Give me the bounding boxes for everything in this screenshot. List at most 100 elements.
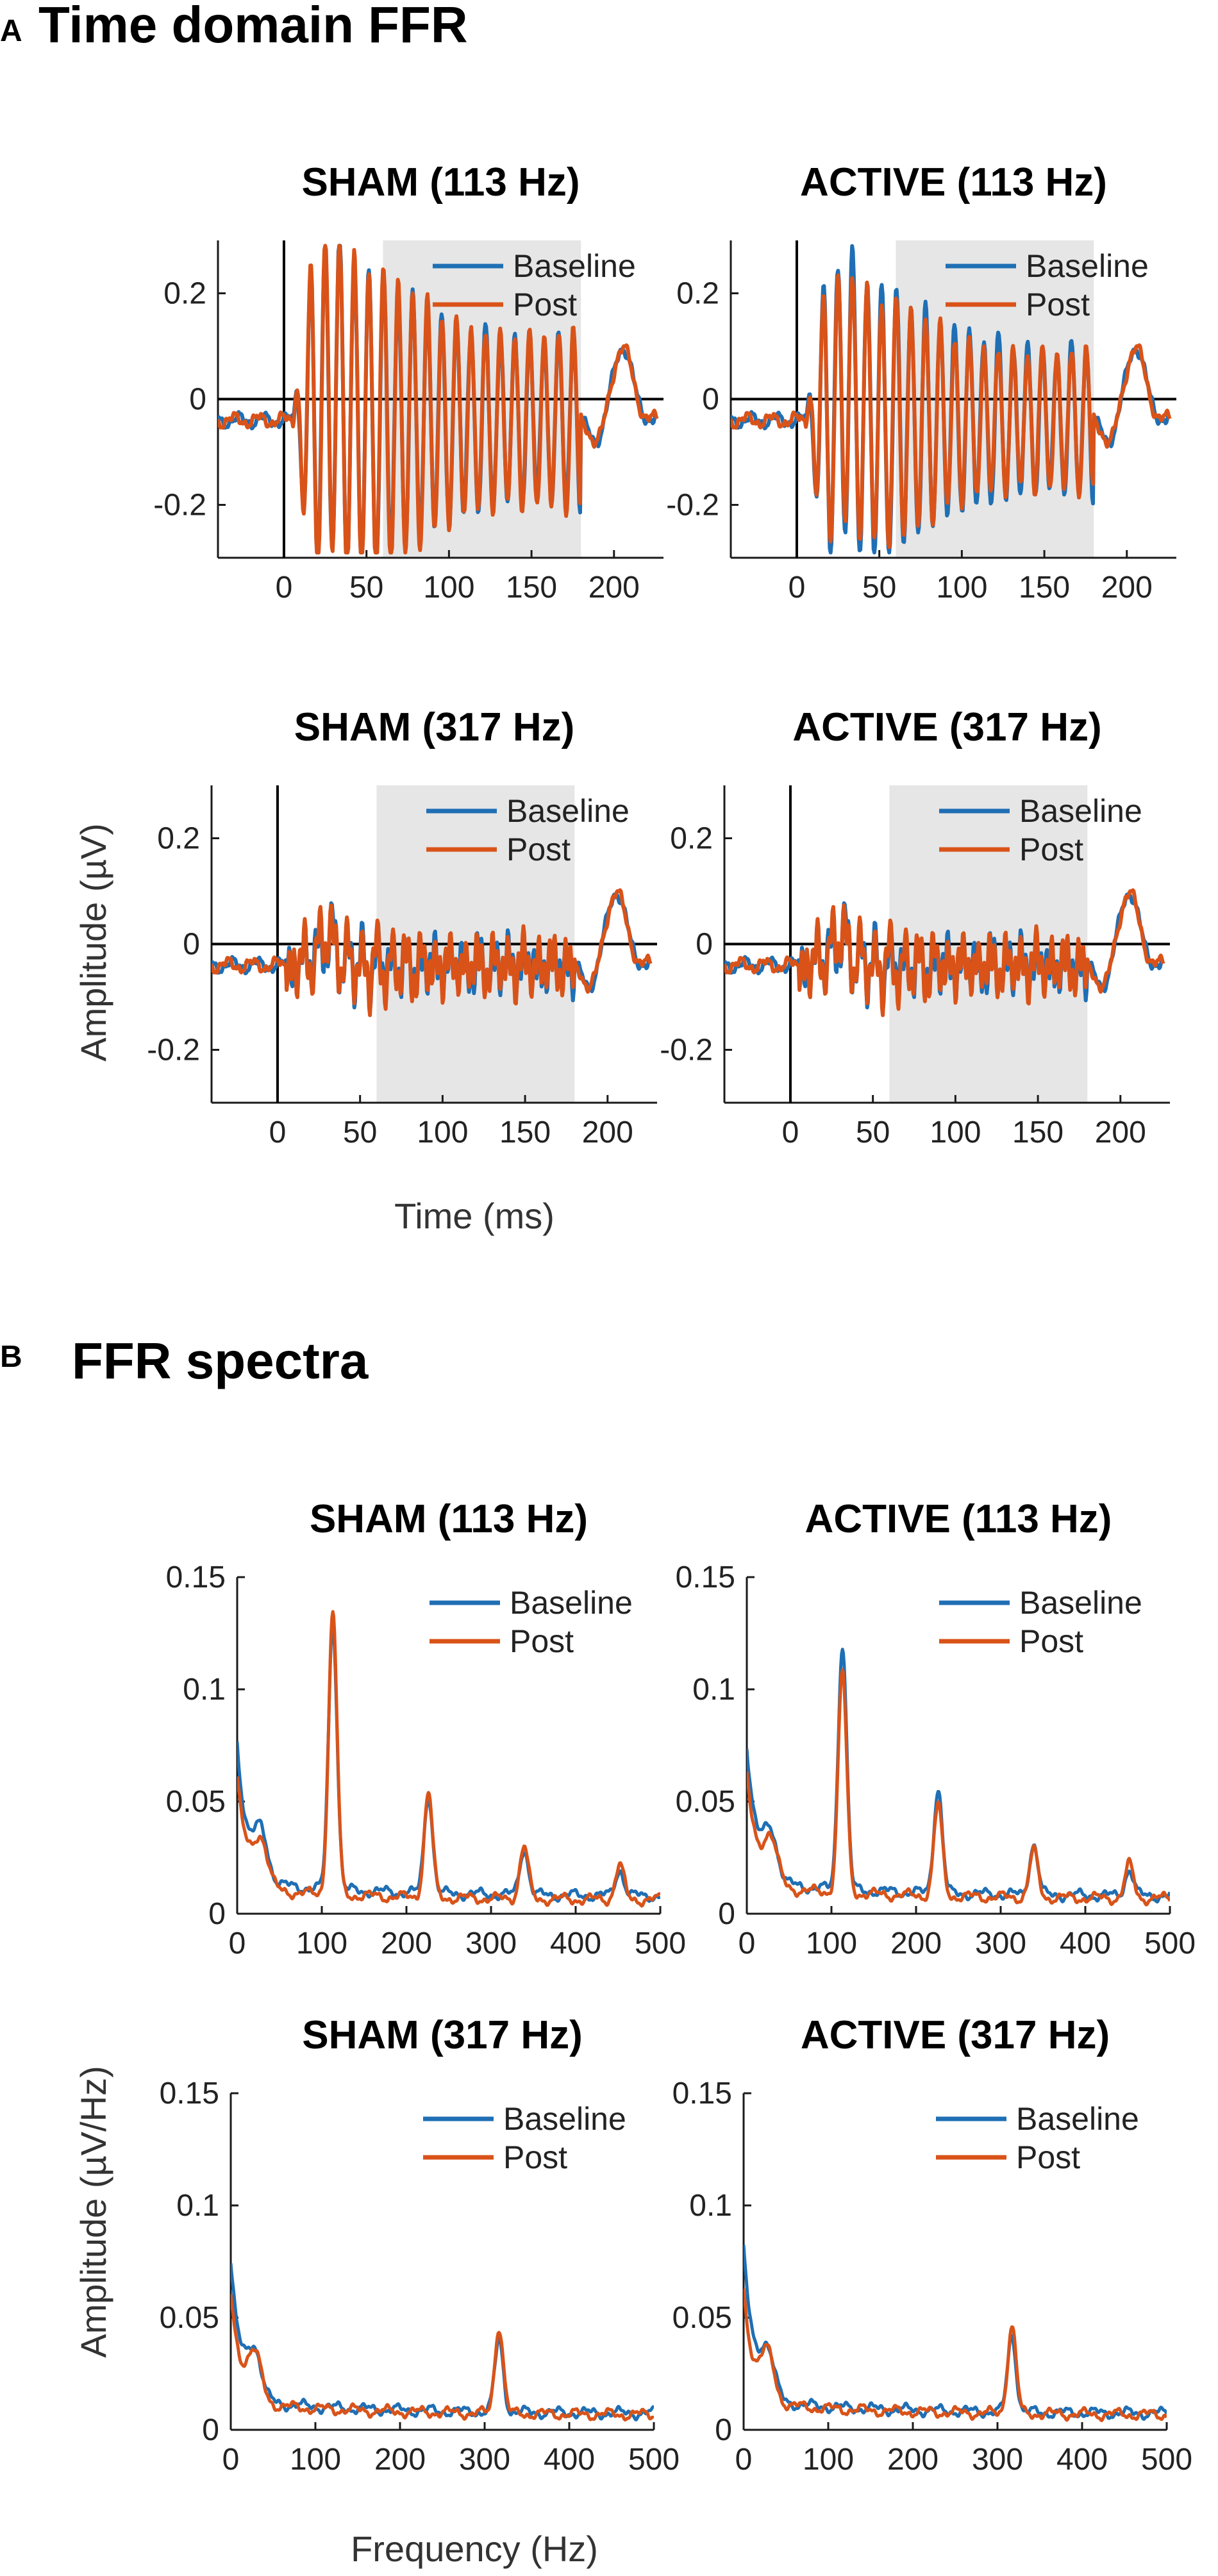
x-tick-label: 100 [936, 571, 987, 605]
x-tick-label: 150 [1012, 1116, 1064, 1150]
post-series-line [731, 273, 1172, 549]
chart-active-113-time: ACTIVE (113 Hz) -0.2 0 0.2 0 50 100 150 200 Basel… [666, 160, 1176, 605]
x-tick-label: 150 [1019, 571, 1070, 605]
y-tick-label: 0 [715, 2413, 732, 2447]
chart-title: SHAM (317 Hz) [302, 2013, 583, 2057]
chart-title: SHAM (113 Hz) [310, 1497, 588, 1541]
legend-label-post: Post [1019, 1623, 1083, 1659]
y-tick-label: 0.05 [160, 2301, 219, 2335]
legend-label-post: Post [503, 2139, 567, 2175]
x-tick-label: 300 [459, 2443, 510, 2477]
chart-title: ACTIVE (317 Hz) [801, 2013, 1110, 2057]
baseline-series-line [747, 1648, 1170, 1903]
x-tick-label: 100 [423, 571, 474, 605]
x-tick-label: 0 [222, 2443, 240, 2477]
x-tick-label: 0 [738, 1927, 756, 1961]
series-group [218, 244, 659, 555]
panel-a-ylabel: Amplitude (µV) [73, 823, 113, 1062]
series-group [231, 2262, 654, 2422]
y-tick-label: 0 [183, 928, 200, 962]
y-tick-label: 0.15 [676, 1560, 735, 1594]
x-tick-label: 50 [862, 571, 896, 605]
x-tick-label: 400 [1060, 1927, 1111, 1961]
x-tick-label: 100 [296, 1927, 347, 1961]
legend-label-post: Post [1016, 2139, 1080, 2175]
y-tick-label: 0.15 [672, 2077, 732, 2111]
legend-label-post: Post [506, 832, 571, 867]
y-tick-label: 0 [208, 1897, 226, 1931]
chart-active-113-spectrum: ACTIVE (113 Hz) 0 0.05 0.1 0.15 0 100 200 300 400… [676, 1497, 1196, 1961]
y-tick-label: 0.05 [676, 1785, 735, 1819]
x-tick-label: 50 [343, 1116, 377, 1150]
x-tick-label: 300 [465, 1927, 517, 1961]
x-tick-label: 100 [803, 2443, 854, 2477]
x-tick-label: 500 [1141, 2443, 1192, 2477]
x-tick-label: 150 [499, 1116, 551, 1150]
panel-b-ylabel: Amplitude (µV/Hz) [73, 2066, 113, 2358]
legend-label-post: Post [510, 1623, 574, 1659]
x-tick-label: 100 [930, 1116, 981, 1150]
series-group [724, 888, 1165, 1017]
baseline-series-line [237, 1623, 660, 1903]
post-series-line [744, 2288, 1167, 2422]
x-tick-label: 0 [788, 571, 806, 605]
x-tick-label: 100 [417, 1116, 468, 1150]
legend-label-post: Post [1019, 832, 1083, 867]
x-tick-label: 150 [506, 571, 557, 605]
panel-b-title: FFR spectra [72, 1332, 369, 1389]
series-group [744, 2245, 1167, 2422]
x-tick-label: 200 [887, 2443, 939, 2477]
y-tick-label: 0 [202, 2413, 219, 2447]
x-tick-label: 400 [1056, 2443, 1108, 2477]
x-tick-label: 400 [550, 1927, 601, 1961]
post-series-line [747, 1668, 1170, 1907]
series-group [731, 244, 1172, 555]
y-tick-label: 0.1 [176, 2189, 219, 2223]
chart-title: ACTIVE (317 Hz) [792, 705, 1101, 749]
y-tick-label: 0 [189, 383, 206, 417]
panel-b-letter: B [0, 1340, 22, 1374]
x-tick-label: 0 [229, 1927, 246, 1961]
y-tick-label: 0.15 [166, 1560, 226, 1594]
y-tick-label: 0.1 [692, 1673, 735, 1707]
chart-title: ACTIVE (113 Hz) [800, 160, 1107, 205]
chart-sham-113-spectrum: SHAM (113 Hz) 0 0.05 0.1 0.15 0 100 200 300 400 50… [166, 1497, 686, 1961]
legend-label-baseline: Baseline [1019, 793, 1142, 829]
legend-label-baseline: Baseline [513, 248, 636, 284]
y-tick-label: 0.2 [676, 277, 719, 311]
x-tick-label: 400 [544, 2443, 595, 2477]
x-tick-label: 100 [806, 1927, 857, 1961]
chart-title: SHAM (113 Hz) [301, 160, 580, 205]
x-tick-label: 200 [588, 571, 640, 605]
legend-label-post: Post [513, 287, 577, 322]
y-tick-label: -0.2 [147, 1033, 200, 1067]
legend-label-baseline: Baseline [1016, 2101, 1139, 2137]
x-tick-label: 200 [1095, 1116, 1146, 1150]
chart-active-317-spectrum: ACTIVE (317 Hz) 0 0.05 0.1 0.15 0 100 200 300 400… [672, 2013, 1192, 2477]
x-tick-label: 300 [972, 2443, 1023, 2477]
panel-b-xlabel: Frequency (Hz) [351, 2529, 598, 2569]
y-tick-label: 0.2 [157, 822, 200, 856]
x-tick-label: 200 [381, 1927, 432, 1961]
legend-label-baseline: Baseline [506, 793, 630, 829]
panel-a-xlabel: Time (ms) [394, 1196, 555, 1236]
legend-label-baseline: Baseline [503, 2101, 626, 2137]
series-group [747, 1648, 1170, 1907]
y-tick-label: 0.1 [183, 1673, 226, 1707]
post-series-line [212, 888, 653, 1017]
post-series-line [724, 888, 1165, 1017]
y-tick-label: 0.2 [670, 822, 713, 856]
chart-title: ACTIVE (113 Hz) [805, 1497, 1112, 1541]
panel-a-letter: A [0, 14, 22, 48]
y-tick-label: 0.1 [689, 2189, 732, 2223]
x-tick-label: 50 [349, 571, 383, 605]
x-tick-label: 0 [269, 1116, 287, 1150]
chart-active-317-time: ACTIVE (317 Hz) -0.2 0 0.2 0 50 100 150 200 Basel… [660, 705, 1170, 1150]
y-tick-label: 0 [696, 928, 713, 962]
legend-label-baseline: Baseline [1026, 248, 1149, 284]
baseline-series-line [231, 2262, 654, 2421]
x-tick-label: 500 [1144, 1927, 1196, 1961]
x-tick-label: 0 [276, 571, 293, 605]
series-group [212, 888, 653, 1017]
